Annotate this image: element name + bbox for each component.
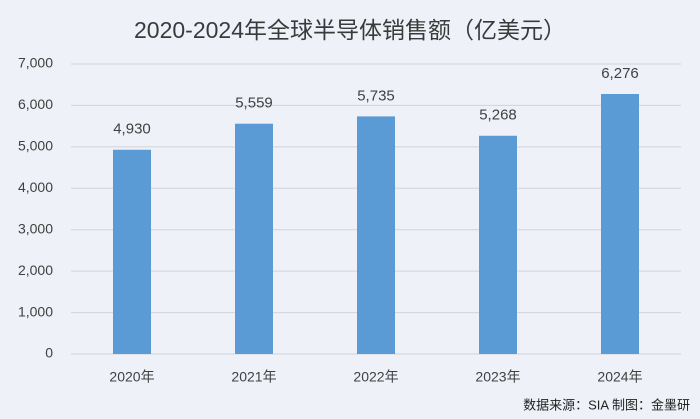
y-tick-label: 7,000 (18, 55, 53, 71)
y-tick-label: 0 (45, 345, 53, 361)
y-tick-label: 6,000 (18, 96, 53, 112)
bar (113, 149, 151, 354)
bar (479, 135, 517, 354)
bar (601, 93, 639, 354)
x-tick-label: 2021年 (231, 369, 276, 385)
source-note: 数据来源：SIA 制图：金墨研 (523, 397, 690, 412)
y-tick-label: 1,000 (18, 303, 53, 319)
bar (357, 116, 395, 355)
x-tick-label: 2020年 (109, 369, 154, 385)
bar (235, 123, 273, 354)
y-tick-label: 2,000 (18, 262, 53, 278)
x-tick-label: 2024年 (597, 369, 642, 385)
chart-title: 2020-2024年全球半导体销售额（亿美元） (134, 17, 566, 43)
data-label: 6,276 (601, 65, 639, 82)
y-tick-label: 3,000 (18, 220, 53, 236)
x-tick-label: 2023年 (475, 369, 520, 385)
data-label: 5,268 (479, 107, 517, 124)
data-label: 5,559 (235, 95, 273, 112)
y-tick-label: 4,000 (18, 179, 53, 195)
x-tick-label: 2022年 (353, 369, 398, 385)
data-label: 5,735 (357, 87, 395, 104)
data-label: 4,930 (113, 121, 151, 138)
y-tick-label: 5,000 (18, 138, 53, 154)
